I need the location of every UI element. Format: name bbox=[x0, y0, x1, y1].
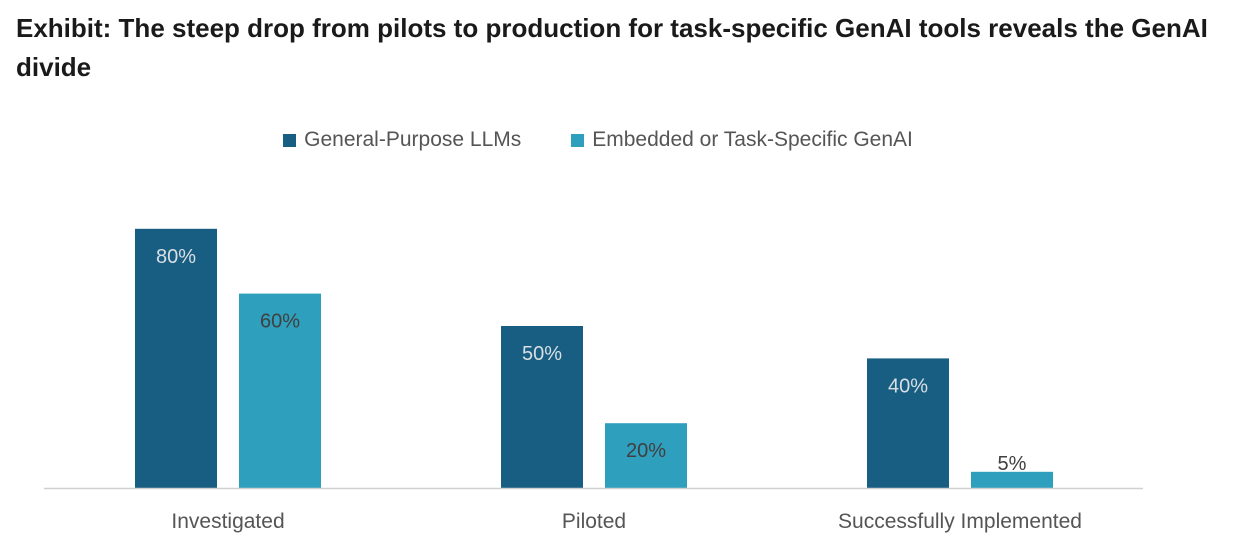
bar-general-purpose-0 bbox=[135, 228, 217, 489]
data-label-general-purpose-2: 40% bbox=[888, 375, 928, 397]
legend-label-task-specific: Embedded or Task-Specific GenAI bbox=[592, 128, 913, 151]
chart-title: Exhibit: The steep drop from pilots to p… bbox=[16, 13, 1208, 82]
data-label-general-purpose-0: 80% bbox=[156, 246, 196, 268]
bar-general-purpose-1 bbox=[501, 326, 583, 488]
category-label-0: Investigated bbox=[171, 510, 284, 533]
legend-swatch-task-specific bbox=[571, 133, 585, 147]
bar-task-specific-0 bbox=[239, 293, 321, 488]
legend: General-Purpose LLMs Embedded or Task-Sp… bbox=[0, 128, 1196, 152]
data-label-task-specific-1: 20% bbox=[626, 440, 666, 462]
legend-item-general-purpose: General-Purpose LLMs bbox=[283, 128, 521, 152]
data-label-general-purpose-1: 50% bbox=[522, 343, 562, 365]
legend-item-task-specific: Embedded or Task-Specific GenAI bbox=[571, 128, 913, 152]
bar-general-purpose-2 bbox=[867, 358, 949, 488]
data-label-task-specific-2: 5% bbox=[998, 453, 1027, 475]
bar-task-specific-2 bbox=[971, 471, 1053, 488]
data-label-task-specific-0: 60% bbox=[260, 311, 300, 333]
category-label-2: Successfully Implemented bbox=[838, 510, 1082, 533]
category-label-1: Piloted bbox=[562, 510, 626, 533]
legend-swatch-general-purpose bbox=[283, 133, 297, 147]
bar-task-specific-1 bbox=[605, 423, 687, 488]
legend-label-general-purpose: General-Purpose LLMs bbox=[304, 128, 522, 151]
